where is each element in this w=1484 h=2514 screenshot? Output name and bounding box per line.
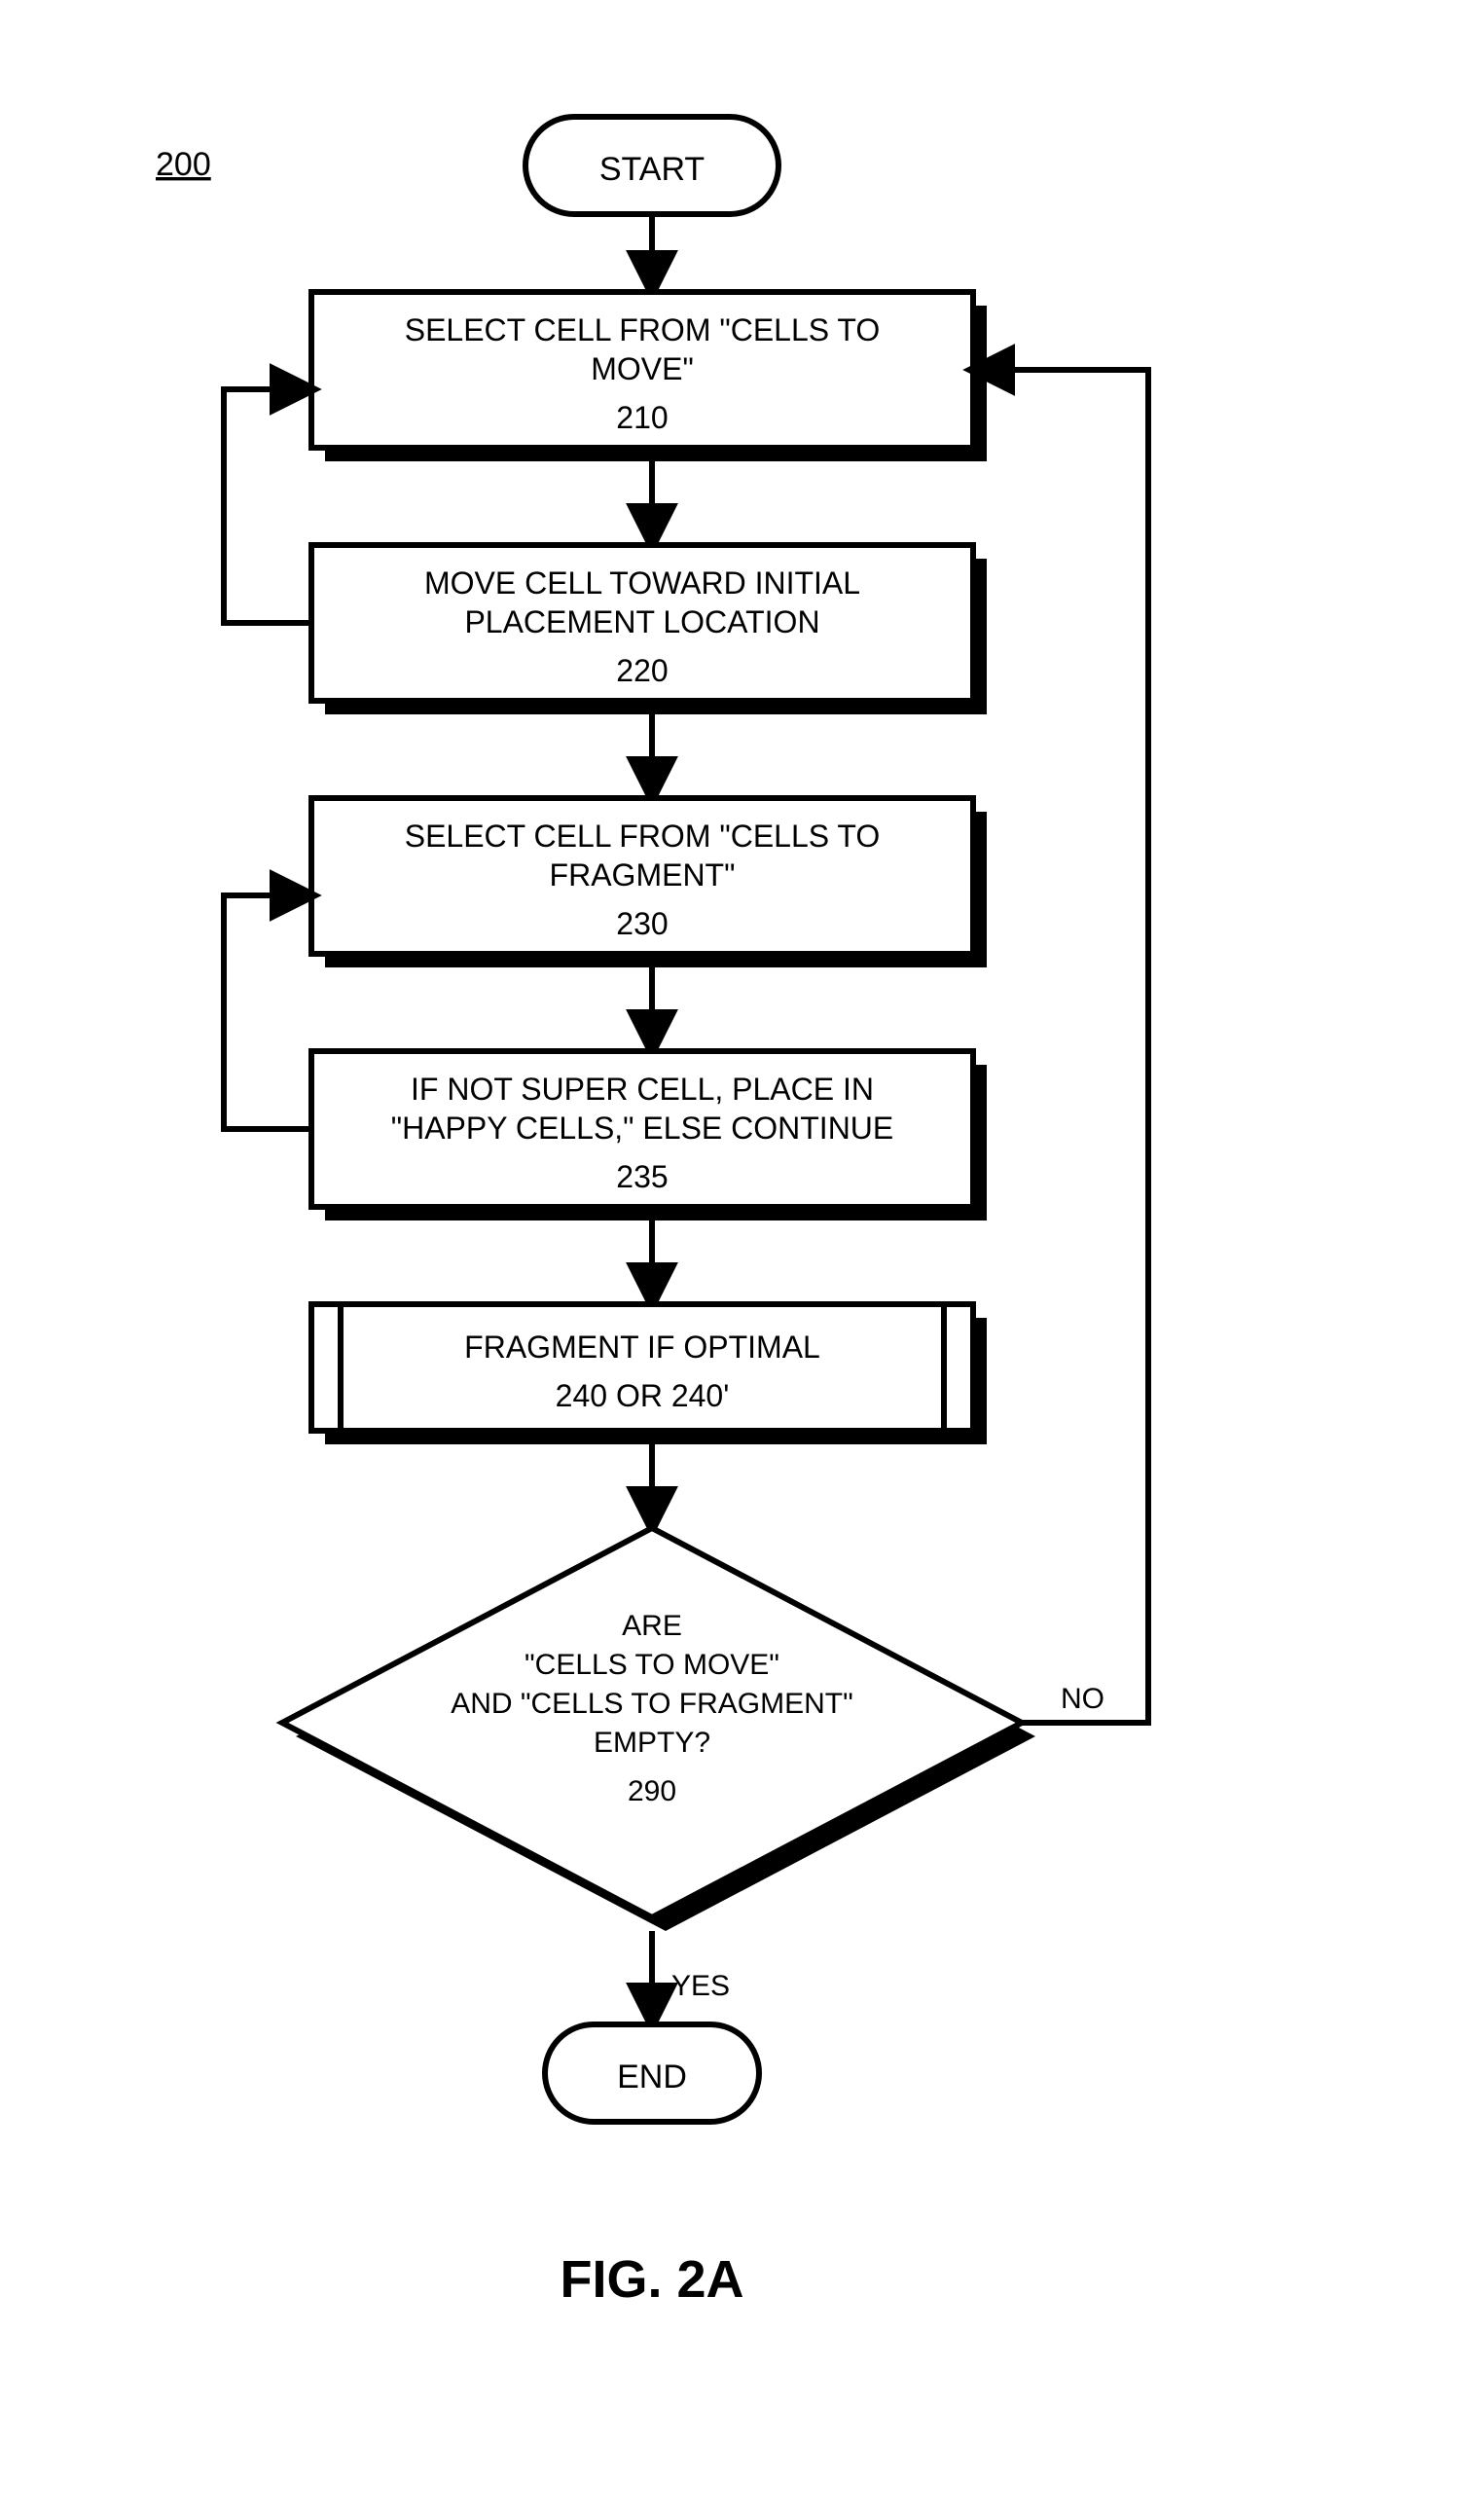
svg-text:MOVE CELL TOWARD INITIAL: MOVE CELL TOWARD INITIAL bbox=[424, 565, 860, 601]
node-230: SELECT CELL FROM "CELLS TO FRAGMENT" 230 bbox=[311, 798, 987, 967]
svg-text:SELECT CELL FROM "CELLS TO: SELECT CELL FROM "CELLS TO bbox=[405, 819, 881, 854]
node-290: ARE "CELLS TO MOVE" AND "CELLS TO FRAGME… bbox=[282, 1528, 1035, 1931]
svg-text:ARE: ARE bbox=[622, 1610, 682, 1642]
edge-235-230-loop bbox=[224, 895, 311, 1129]
yes-label: YES bbox=[671, 1970, 730, 2002]
end-label: END bbox=[617, 2059, 687, 2095]
node-240: FRAGMENT IF OPTIMAL 240 OR 240' bbox=[311, 1304, 987, 1444]
svg-text:FRAGMENT": FRAGMENT" bbox=[550, 857, 736, 893]
svg-text:230: 230 bbox=[616, 906, 668, 941]
svg-text:SELECT CELL FROM "CELLS TO: SELECT CELL FROM "CELLS TO bbox=[405, 312, 881, 347]
svg-text:"CELLS TO MOVE": "CELLS TO MOVE" bbox=[525, 1649, 779, 1681]
no-label: NO bbox=[1061, 1683, 1104, 1715]
node-235: IF NOT SUPER CELL, PLACE IN "HAPPY CELLS… bbox=[311, 1051, 987, 1221]
svg-text:290: 290 bbox=[628, 1775, 676, 1807]
figure-id: 200 bbox=[156, 146, 211, 183]
start-terminator: START bbox=[525, 117, 778, 214]
end-terminator: END bbox=[545, 2024, 759, 2122]
edge-220-210-loop bbox=[224, 389, 311, 623]
svg-text:MOVE": MOVE" bbox=[591, 351, 694, 386]
svg-text:235: 235 bbox=[616, 1159, 668, 1194]
svg-text:FRAGMENT IF OPTIMAL: FRAGMENT IF OPTIMAL bbox=[464, 1330, 820, 1365]
svg-text:220: 220 bbox=[616, 653, 668, 688]
node-210: SELECT CELL FROM "CELLS TO MOVE" 210 bbox=[311, 292, 987, 461]
svg-text:PLACEMENT LOCATION: PLACEMENT LOCATION bbox=[464, 604, 819, 639]
svg-text:IF NOT SUPER CELL, PLACE IN: IF NOT SUPER CELL, PLACE IN bbox=[411, 1072, 874, 1107]
svg-text:"HAPPY CELLS," ELSE CONTINUE: "HAPPY CELLS," ELSE CONTINUE bbox=[391, 1111, 894, 1146]
svg-text:AND "CELLS TO FRAGMENT": AND "CELLS TO FRAGMENT" bbox=[451, 1688, 853, 1720]
node-220: MOVE CELL TOWARD INITIAL PLACEMENT LOCAT… bbox=[311, 545, 987, 714]
svg-text:EMPTY?: EMPTY? bbox=[594, 1727, 710, 1759]
svg-text:210: 210 bbox=[616, 400, 668, 435]
figure-caption: FIG. 2A bbox=[560, 2250, 743, 2309]
edge-290-no bbox=[973, 370, 1148, 1723]
svg-text:240 OR 240': 240 OR 240' bbox=[556, 1378, 730, 1413]
start-label: START bbox=[599, 151, 705, 188]
